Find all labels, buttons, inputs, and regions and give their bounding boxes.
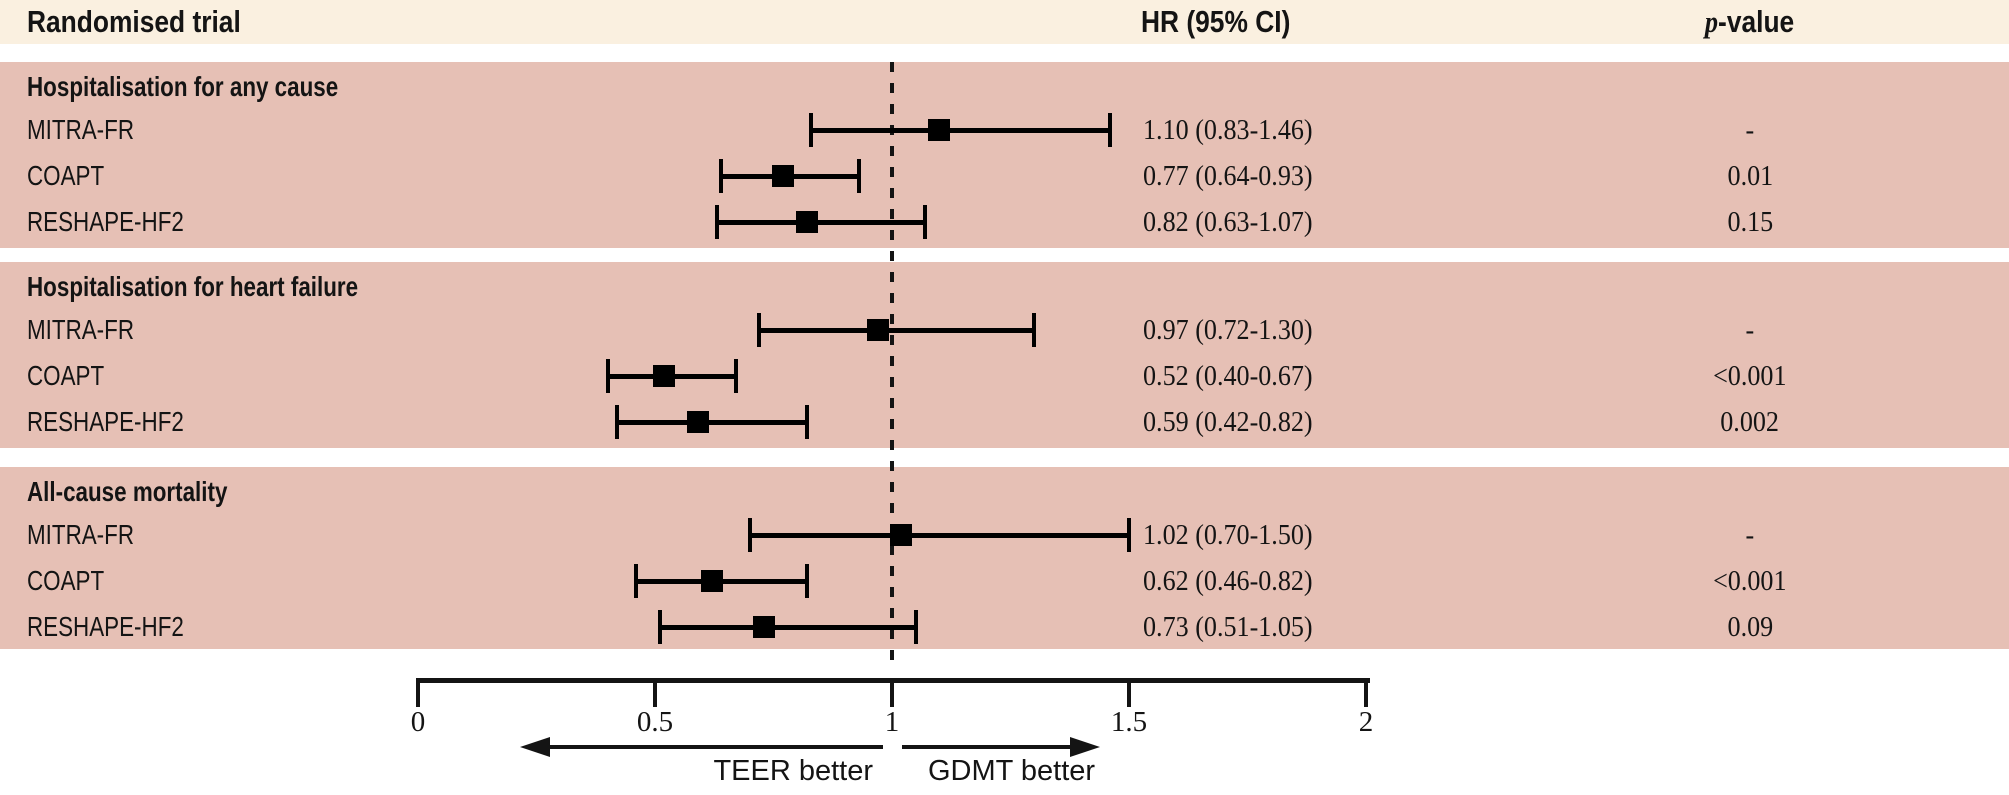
right-arrow-head-icon xyxy=(1070,737,1100,757)
table-row: RESHAPE-HF2 0.59 (0.42-0.82) 0.002 xyxy=(0,400,2009,444)
hr-ci-value: 1.02 (0.70-1.50) xyxy=(1143,518,1313,551)
left-arrow-head-icon xyxy=(520,737,550,757)
p-value: 0.002 xyxy=(1720,405,1780,438)
section-title: Hospitalisation for any cause xyxy=(27,71,339,102)
table-row: COAPT 0.52 (0.40-0.67) <0.001 xyxy=(0,354,2009,398)
trial-name: COAPT xyxy=(27,565,105,596)
hr-ci-value: 0.59 (0.42-0.82) xyxy=(1143,405,1313,438)
hr-ci-value: 0.77 (0.64-0.93) xyxy=(1143,159,1313,192)
axis-tick xyxy=(890,678,894,707)
p-value: - xyxy=(1745,113,1755,146)
trial-name: COAPT xyxy=(27,160,105,191)
hr-ci-value: 0.62 (0.46-0.82) xyxy=(1143,564,1313,597)
p-value: 0.15 xyxy=(1727,205,1773,238)
column-header-hr-label: HR (95% CI) xyxy=(1141,4,1291,39)
column-header-hr: HR (95% CI) xyxy=(1141,0,1317,44)
section-title-row: Hospitalisation for any cause xyxy=(0,65,2009,109)
section-title: All-cause mortality xyxy=(27,476,228,507)
hr-ci-value: 0.73 (0.51-1.05) xyxy=(1143,610,1313,643)
column-header-trial: Randomised trial xyxy=(27,0,279,44)
axis-tick-label: 0 xyxy=(410,706,426,738)
section-title-row: Hospitalisation for heart failure xyxy=(0,265,2009,309)
section-hospitalisation-heart-failure: Hospitalisation for heart failure MITRA-… xyxy=(0,262,2009,448)
axis-tick-label: 2 xyxy=(1358,706,1374,738)
table-row: RESHAPE-HF2 0.82 (0.63-1.07) 0.15 xyxy=(0,200,2009,244)
column-header-pvalue: p-value xyxy=(1600,0,1900,44)
section-title-row: All-cause mortality xyxy=(0,470,2009,514)
p-value: - xyxy=(1745,518,1755,551)
axis-tick xyxy=(1127,678,1131,707)
trial-name: MITRA-FR xyxy=(27,519,135,550)
p-value: - xyxy=(1745,313,1755,346)
trial-name: RESHAPE-HF2 xyxy=(27,206,184,237)
table-row: COAPT 0.62 (0.46-0.82) <0.001 xyxy=(0,559,2009,603)
header-band: Randomised trial HR (95% CI) p-value xyxy=(0,0,2009,44)
p-value: <0.001 xyxy=(1713,359,1787,392)
trial-name: MITRA-FR xyxy=(27,114,135,145)
section-all-cause-mortality: All-cause mortality MITRA-FR 1.02 (0.70-… xyxy=(0,467,2009,649)
direction-arrows xyxy=(520,737,1100,757)
axis-baseline xyxy=(418,678,1370,683)
p-value: 0.09 xyxy=(1727,610,1773,643)
axis-tick xyxy=(1364,678,1368,707)
hr-ci-value: 0.97 (0.72-1.30) xyxy=(1143,313,1313,346)
column-header-pvalue-label: p-value xyxy=(1705,4,1795,39)
trial-name: COAPT xyxy=(27,360,105,391)
left-direction-label: TEER better xyxy=(713,754,873,787)
trial-name: RESHAPE-HF2 xyxy=(27,406,184,437)
table-row: COAPT 0.77 (0.64-0.93) 0.01 xyxy=(0,154,2009,198)
right-direction-label: GDMT better xyxy=(928,754,1096,787)
p-value: <0.001 xyxy=(1713,564,1787,597)
hr-ci-value: 0.82 (0.63-1.07) xyxy=(1143,205,1313,238)
table-row: MITRA-FR 0.97 (0.72-1.30) - xyxy=(0,308,2009,352)
axis-tick xyxy=(416,678,420,707)
column-header-trial-label: Randomised trial xyxy=(27,4,241,39)
hr-ci-value: 0.52 (0.40-0.67) xyxy=(1143,359,1313,392)
trial-name: RESHAPE-HF2 xyxy=(27,611,184,642)
section-title: Hospitalisation for heart failure xyxy=(27,271,359,302)
hr-ci-value: 1.10 (0.83-1.46) xyxy=(1143,113,1313,146)
table-row: MITRA-FR 1.10 (0.83-1.46) - xyxy=(0,108,2009,152)
section-hospitalisation-any-cause: Hospitalisation for any cause MITRA-FR 1… xyxy=(0,62,2009,248)
table-row: RESHAPE-HF2 0.73 (0.51-1.05) 0.09 xyxy=(0,605,2009,649)
trial-name: MITRA-FR xyxy=(27,314,135,345)
table-row: MITRA-FR 1.02 (0.70-1.50) - xyxy=(0,513,2009,557)
axis-tick xyxy=(653,678,657,707)
p-value: 0.01 xyxy=(1727,159,1773,192)
